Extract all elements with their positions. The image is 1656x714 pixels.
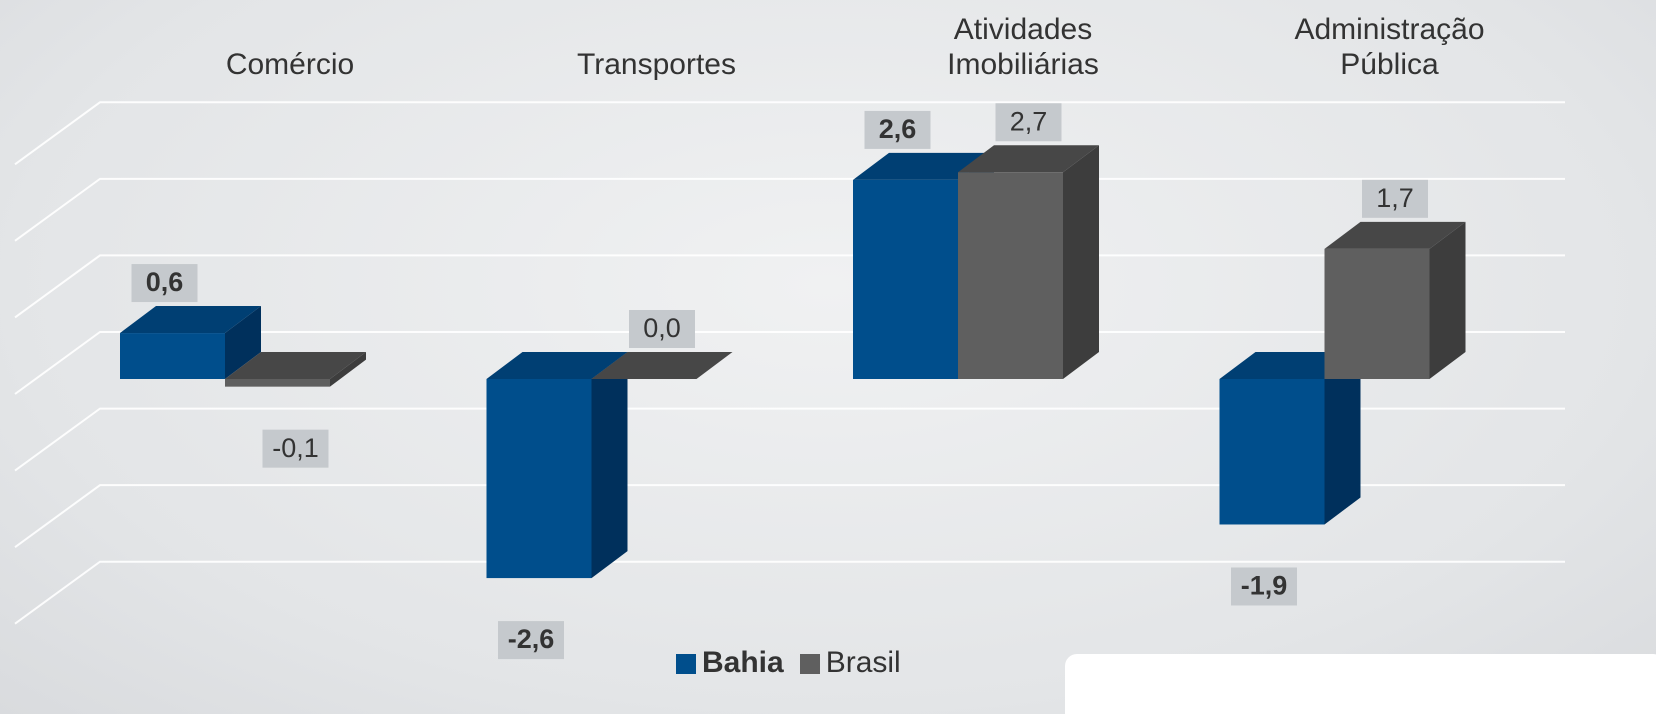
value-labels: 0,6 -0,1 -2,6 0,0 2,6 2,7 -1,9 1,7 bbox=[131, 103, 1428, 660]
bar bbox=[1219, 379, 1325, 525]
legend-swatch bbox=[676, 654, 696, 675]
value-label: -2,6 bbox=[508, 624, 555, 654]
bar bbox=[486, 379, 592, 579]
bar-side bbox=[1063, 145, 1099, 379]
value-label-bg bbox=[995, 103, 1062, 142]
category-label: Atividades Imobiliárias bbox=[947, 13, 1099, 81]
bar-top bbox=[1324, 221, 1466, 249]
value-label: 0,0 bbox=[643, 313, 681, 343]
bars bbox=[120, 145, 1466, 579]
value-label: 0,6 bbox=[146, 267, 184, 297]
bar-side bbox=[591, 352, 628, 579]
bar bbox=[958, 172, 1063, 379]
value-label-bg bbox=[262, 429, 329, 468]
legend-swatch bbox=[799, 654, 820, 675]
grid-line bbox=[14, 177, 1565, 242]
bar bbox=[853, 179, 958, 379]
bar-side bbox=[330, 352, 366, 387]
grid-line bbox=[14, 560, 1565, 625]
value-label-bg bbox=[629, 310, 695, 348]
legend-label: Bahia bbox=[702, 646, 784, 679]
bar bbox=[225, 379, 330, 387]
legend-item: Bahia bbox=[676, 646, 784, 680]
bar-side bbox=[225, 306, 261, 379]
value-label: 2,6 bbox=[879, 114, 917, 144]
value-label-bg bbox=[1231, 567, 1297, 606]
bar-top bbox=[486, 352, 628, 379]
category-label: Comércio bbox=[225, 48, 355, 81]
value-label-bg bbox=[864, 110, 931, 149]
overlay-panel bbox=[1065, 654, 1656, 714]
legend-label: Brasil bbox=[825, 646, 901, 679]
category-label: Administração Pública bbox=[1294, 13, 1485, 81]
bar-top bbox=[958, 145, 1099, 173]
value-label: -0,1 bbox=[272, 433, 319, 463]
value-label: -1,9 bbox=[1241, 571, 1288, 601]
grid-line bbox=[14, 101, 1565, 166]
bar-side bbox=[1429, 221, 1466, 379]
legend-item: Brasil bbox=[799, 646, 901, 680]
value-label-bg bbox=[498, 621, 564, 660]
value-label-bg bbox=[131, 264, 198, 303]
legend: Bahia Brasil bbox=[676, 646, 901, 680]
bar bbox=[120, 333, 225, 379]
bar bbox=[1324, 248, 1430, 379]
category-label: Transportes bbox=[577, 48, 736, 81]
bar-side bbox=[1324, 352, 1361, 525]
value-label: 2,7 bbox=[1010, 106, 1048, 136]
value-label-bg bbox=[1362, 179, 1428, 218]
grid-line bbox=[14, 407, 1565, 472]
bar-top bbox=[225, 352, 366, 379]
bar-top bbox=[591, 352, 733, 379]
grid-line bbox=[14, 484, 1565, 548]
bar-top bbox=[120, 306, 261, 334]
value-label: 1,7 bbox=[1376, 183, 1414, 213]
